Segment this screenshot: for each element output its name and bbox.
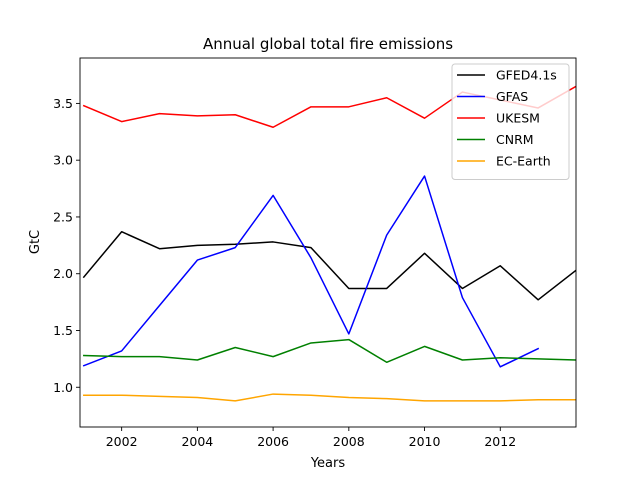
series-line-gfed4-1s <box>82 230 576 301</box>
series-line-gfas <box>82 175 540 368</box>
x-axis-ticks: 2002 2004 2006 2008 2010 2012 <box>106 427 516 449</box>
legend-label: GFED4.1s <box>496 68 557 83</box>
x-tick-label: 2012 <box>484 434 516 449</box>
legend: GFED4.1s GFAS UKESM CNRM EC-Earth <box>451 63 570 180</box>
y-axis-ticks: 1.0 1.5 2.0 2.5 3.0 3.5 <box>53 96 80 395</box>
y-tick-label: 2.5 <box>53 209 73 224</box>
y-tick-label: 2.0 <box>53 266 73 281</box>
legend-box <box>451 63 570 180</box>
chart-title: Annual global total fire emissions <box>203 35 453 53</box>
x-tick-label: 2010 <box>409 434 441 449</box>
x-tick-label: 2002 <box>106 434 138 449</box>
y-tick-label: 3.5 <box>53 96 73 111</box>
x-axis-label: Years <box>310 456 346 471</box>
legend-label: GFAS <box>496 89 528 104</box>
legend-label: EC-Earth <box>496 154 551 169</box>
y-axis-label: GtC <box>28 230 43 254</box>
y-tick-label: 1.0 <box>53 380 73 395</box>
y-tick-label: 1.5 <box>53 323 73 338</box>
x-tick-label: 2008 <box>333 434 365 449</box>
series-line-cnrm <box>83 338 576 364</box>
x-tick-label: 2006 <box>257 434 289 449</box>
x-tick-label: 2004 <box>181 434 213 449</box>
legend-label: CNRM <box>496 132 534 147</box>
series-line-ec-earth <box>83 393 576 402</box>
legend-label: UKESM <box>496 111 540 126</box>
y-tick-label: 3.0 <box>53 153 73 168</box>
plot-frame <box>79 57 577 428</box>
